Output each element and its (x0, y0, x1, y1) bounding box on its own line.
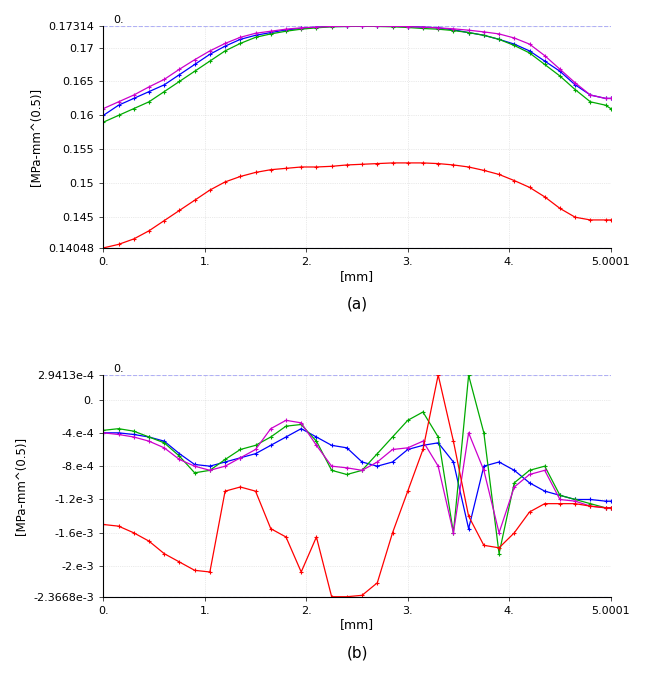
Text: (b): (b) (346, 646, 368, 661)
Text: 0.: 0. (114, 364, 124, 374)
Text: (a): (a) (346, 297, 368, 312)
X-axis label: [mm]: [mm] (340, 270, 374, 282)
Y-axis label: [MPa-mm^(0.5)]: [MPa-mm^(0.5)] (15, 437, 28, 535)
Text: 0.: 0. (114, 15, 124, 25)
X-axis label: [mm]: [mm] (340, 619, 374, 631)
Y-axis label: [MPa-mm^(0.5)]: [MPa-mm^(0.5)] (30, 88, 43, 186)
